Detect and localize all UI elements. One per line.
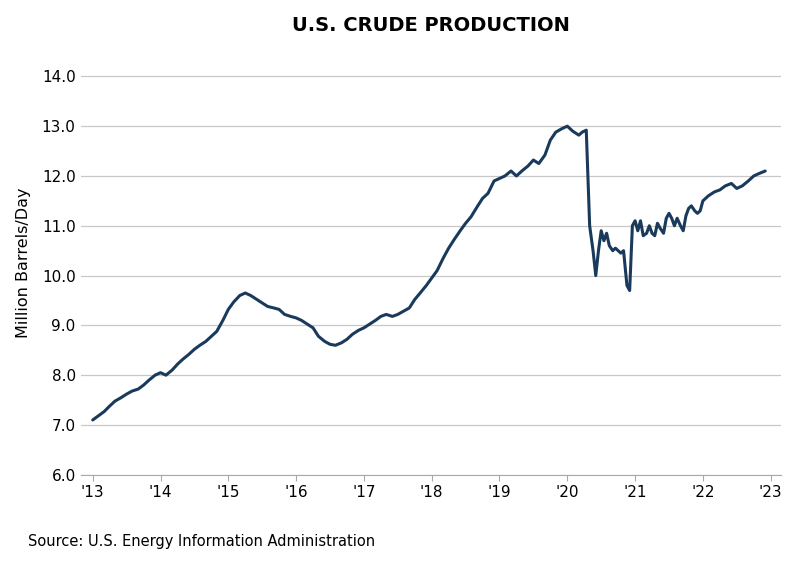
Title: U.S. CRUDE PRODUCTION: U.S. CRUDE PRODUCTION (291, 15, 570, 35)
Text: Source: U.S. Energy Information Administration: Source: U.S. Energy Information Administ… (28, 534, 375, 549)
Y-axis label: Million Barrels/Day: Million Barrels/Day (15, 188, 31, 339)
